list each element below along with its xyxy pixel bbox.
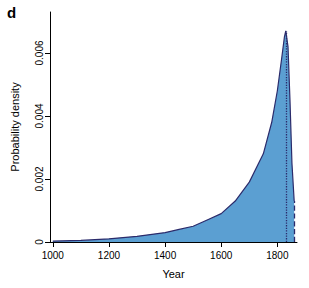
svg-text:0.004: 0.004 bbox=[34, 103, 45, 128]
svg-text:0.002: 0.002 bbox=[34, 166, 45, 191]
svg-text:1800: 1800 bbox=[266, 250, 289, 261]
svg-text:1000: 1000 bbox=[42, 250, 65, 261]
svg-text:0: 0 bbox=[34, 239, 45, 245]
svg-text:0.006: 0.006 bbox=[34, 40, 45, 65]
svg-text:Year: Year bbox=[162, 268, 185, 280]
svg-text:Probability density: Probability density bbox=[9, 82, 21, 172]
svg-text:1600: 1600 bbox=[210, 250, 233, 261]
svg-text:1200: 1200 bbox=[98, 250, 121, 261]
svg-text:1400: 1400 bbox=[154, 250, 177, 261]
svg-text:d: d bbox=[7, 4, 16, 21]
